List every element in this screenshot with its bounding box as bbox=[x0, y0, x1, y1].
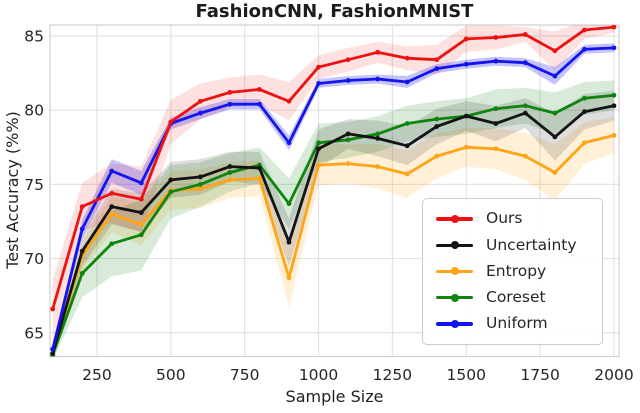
legend-line-sample bbox=[436, 241, 473, 250]
y-tick-label: 85 bbox=[24, 27, 44, 45]
legend-marker-dot bbox=[450, 319, 459, 328]
series-line-uncertainty bbox=[50, 103, 617, 356]
band-uniform bbox=[52, 43, 614, 354]
legend-marker-dot bbox=[450, 267, 459, 276]
legend-label: Entropy bbox=[486, 261, 547, 280]
legend-label: Ours bbox=[486, 209, 523, 228]
band-ours bbox=[52, 25, 614, 339]
legend-item-uniform: Uniform bbox=[436, 316, 602, 332]
tick-labels: 250 500 750 1000 1250 1500 1750 2000 65 70 75 80 85 bbox=[24, 27, 633, 384]
legend-marker-dot bbox=[450, 293, 459, 302]
chart-title: FashionCNN, FashionMNIST bbox=[195, 1, 474, 22]
x-tick-label: 2000 bbox=[594, 366, 633, 384]
legend: Ours Uncertainty Entropy Coreset Uniform bbox=[422, 198, 603, 345]
x-tick-label: 1250 bbox=[373, 366, 412, 384]
x-tick-label: 750 bbox=[230, 366, 260, 384]
x-tick-label: 1750 bbox=[520, 366, 559, 384]
band-coreset bbox=[52, 80, 614, 357]
series-line-entropy bbox=[50, 133, 617, 357]
legend-item-uncertainty: Uncertainty bbox=[436, 235, 602, 254]
legend-marker-dot bbox=[450, 215, 459, 224]
legend-item-coreset: Coreset bbox=[436, 287, 602, 306]
x-tick-label: 250 bbox=[82, 366, 112, 384]
legend-label: Uncertainty bbox=[486, 235, 577, 254]
legend-item-ours: Ours bbox=[436, 211, 602, 227]
legend-line-sample bbox=[436, 267, 473, 276]
x-tick-label: 1000 bbox=[299, 366, 338, 384]
y-tick-label: 75 bbox=[24, 176, 44, 194]
x-tick-label: 500 bbox=[156, 366, 186, 384]
plot-frame bbox=[49, 24, 620, 358]
y-axis-label: Test Accuracy (%%) bbox=[3, 111, 22, 269]
legend-line-sample bbox=[436, 293, 473, 302]
y-tick-label: 65 bbox=[24, 324, 44, 342]
series-line-ours bbox=[50, 25, 617, 312]
legend-label: Uniform bbox=[486, 314, 548, 333]
series-line-uniform bbox=[50, 45, 617, 352]
x-axis-label: Sample Size bbox=[285, 387, 384, 406]
band-uncertainty bbox=[52, 90, 614, 357]
y-tick-label: 80 bbox=[24, 102, 44, 120]
legend-label: Coreset bbox=[486, 287, 546, 306]
legend-item-entropy: Entropy bbox=[436, 261, 602, 280]
x-tick-label: 1500 bbox=[447, 366, 486, 384]
legend-line-sample bbox=[436, 319, 473, 328]
legend-line-sample bbox=[436, 215, 473, 224]
y-tick-label: 70 bbox=[24, 250, 44, 268]
legend-marker-dot bbox=[450, 241, 459, 250]
